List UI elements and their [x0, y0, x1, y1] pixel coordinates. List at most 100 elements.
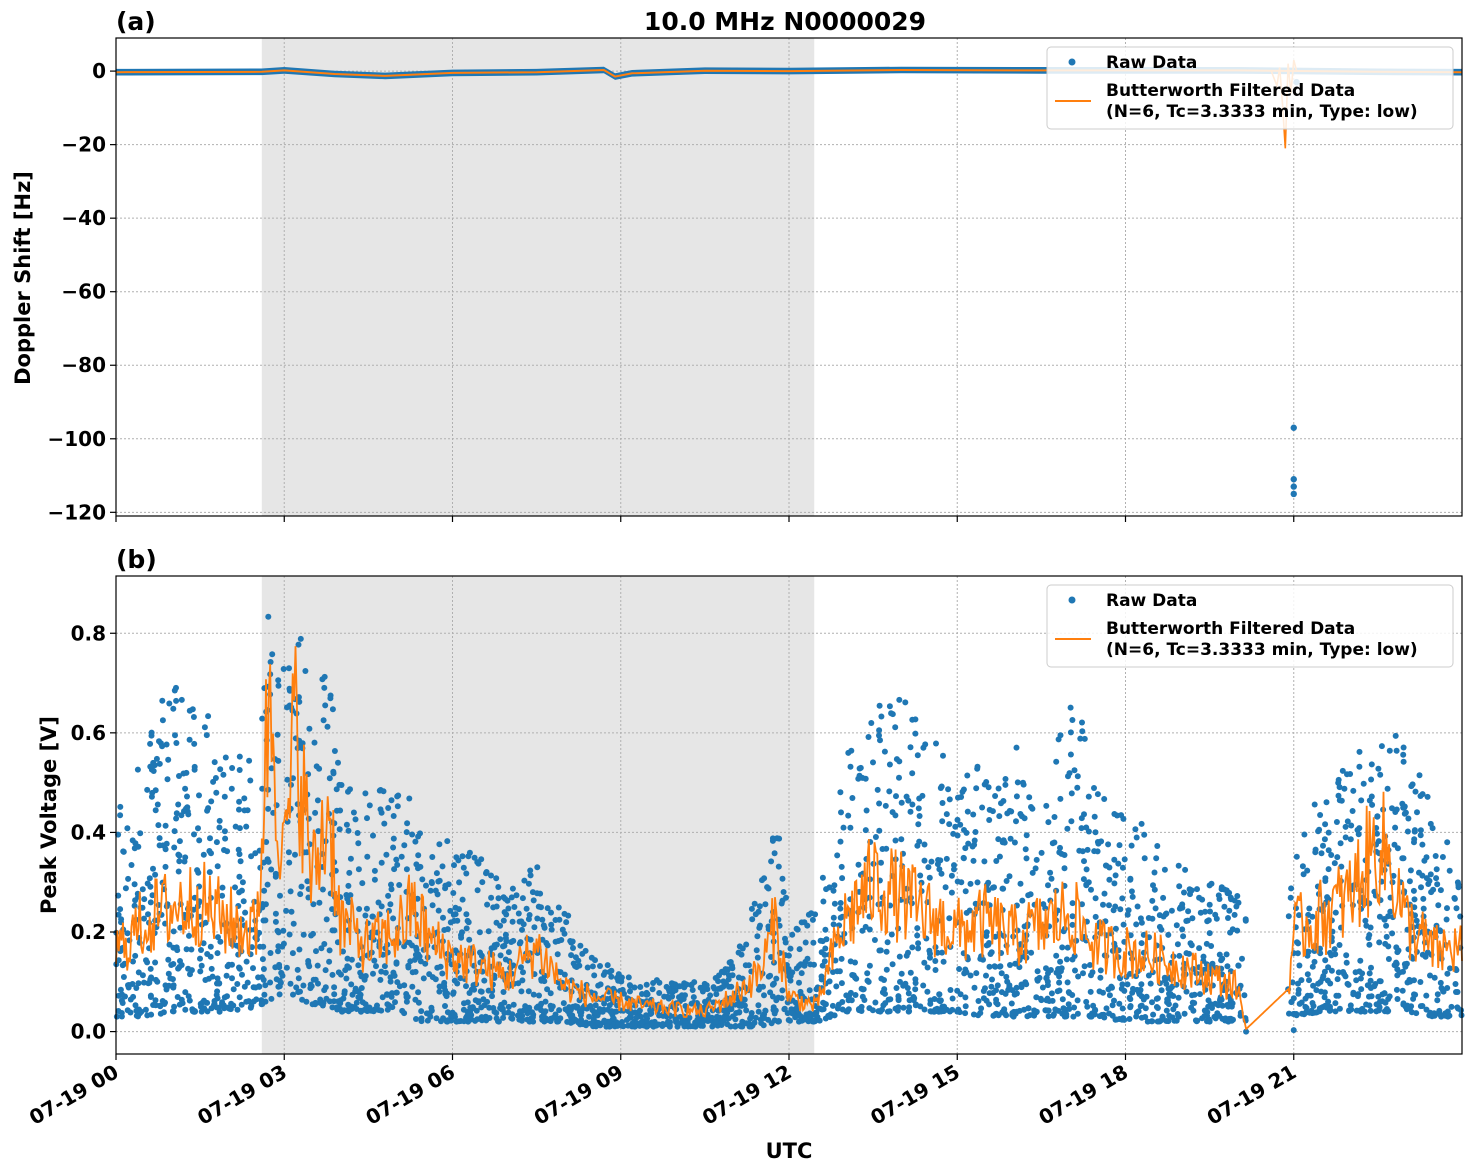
- raw-data-point: [1205, 917, 1212, 924]
- raw-data-point: [434, 964, 441, 971]
- raw-data-point: [344, 955, 351, 962]
- raw-data-point: [236, 767, 243, 773]
- raw-data-point: [775, 863, 782, 870]
- raw-data-point: [362, 912, 369, 919]
- raw-data-point: [1208, 880, 1215, 887]
- raw-data-point: [1384, 1008, 1391, 1015]
- raw-data-point: [1001, 1006, 1008, 1013]
- raw-data-point: [847, 958, 854, 965]
- raw-data-point: [946, 821, 953, 828]
- raw-data-point: [409, 831, 416, 838]
- chart-title: 10.0 MHz N0000029: [644, 7, 926, 36]
- raw-data-point: [895, 993, 902, 1000]
- raw-data-point: [429, 854, 436, 860]
- raw-data-point: [1151, 886, 1158, 893]
- x-tick-label: 07-19 03: [193, 1060, 291, 1130]
- raw-data-point: [519, 895, 526, 902]
- raw-data-point: [1026, 794, 1033, 801]
- raw-data-point: [497, 922, 504, 929]
- raw-data-point: [539, 936, 546, 943]
- raw-data-point: [418, 1015, 425, 1022]
- raw-data-point: [260, 966, 267, 972]
- raw-data-point: [1350, 989, 1357, 996]
- raw-data-point: [1059, 1010, 1066, 1017]
- raw-data-point: [636, 1007, 643, 1014]
- raw-data-point: [863, 807, 870, 814]
- raw-data-point: [409, 969, 416, 976]
- raw-data-point: [916, 813, 923, 819]
- raw-data-point: [985, 887, 992, 893]
- raw-data-point: [1165, 1001, 1172, 1008]
- raw-data-point: [315, 980, 321, 987]
- raw-data-point: [868, 720, 875, 726]
- raw-data-point: [393, 989, 400, 996]
- raw-data-point: [971, 841, 978, 848]
- raw-data-point: [162, 863, 169, 870]
- raw-data-point: [144, 786, 151, 793]
- raw-data-point: [1454, 989, 1461, 995]
- raw-data-point: [601, 1000, 608, 1007]
- raw-data-point: [156, 738, 162, 745]
- raw-data-point: [1120, 921, 1127, 928]
- raw-data-point: [358, 985, 365, 991]
- raw-data-point: [965, 840, 972, 847]
- raw-data-point: [518, 1017, 525, 1024]
- raw-data-point: [1307, 992, 1314, 999]
- raw-data-point: [1225, 915, 1231, 921]
- raw-data-point: [525, 988, 532, 995]
- raw-data-point: [197, 968, 204, 975]
- raw-data-point: [940, 1008, 947, 1015]
- raw-data-point: [796, 979, 802, 986]
- raw-data-point: [173, 944, 180, 951]
- raw-data-point: [743, 1007, 750, 1014]
- raw-data-point: [241, 983, 248, 990]
- raw-data-point: [206, 869, 213, 876]
- raw-data-point: [557, 969, 564, 976]
- raw-data-point: [833, 983, 840, 990]
- raw-data-point: [1087, 988, 1094, 995]
- raw-data-point: [146, 875, 153, 882]
- raw-data-point: [818, 976, 825, 983]
- raw-data-point: [619, 986, 626, 993]
- raw-data-point: [1414, 809, 1420, 816]
- raw-data-point: [1174, 1011, 1181, 1017]
- raw-data-point: [216, 980, 223, 987]
- raw-data-point: [249, 944, 255, 951]
- raw-data-point: [787, 977, 794, 984]
- raw-data-point: [933, 740, 939, 747]
- raw-data-point: [909, 944, 916, 951]
- raw-data-point: [1446, 1012, 1453, 1019]
- raw-data-point: [809, 916, 816, 923]
- raw-data-point: [541, 1018, 548, 1025]
- raw-data-point: [1101, 890, 1108, 897]
- raw-data-point: [1361, 1008, 1368, 1015]
- raw-data-point: [846, 992, 853, 999]
- raw-data-point: [259, 715, 266, 722]
- raw-data-point: [160, 842, 166, 849]
- raw-data-point: [355, 866, 362, 873]
- raw-data-point: [1366, 1002, 1373, 1009]
- raw-data-point: [222, 835, 229, 842]
- raw-data-point: [1344, 771, 1350, 778]
- raw-data-point: [1116, 1000, 1123, 1007]
- raw-data-point: [1375, 765, 1382, 772]
- raw-data-point: [444, 838, 451, 845]
- raw-data-point: [520, 969, 526, 976]
- raw-data-point: [1409, 955, 1416, 962]
- raw-data-point: [1452, 981, 1459, 987]
- raw-data-point: [971, 984, 978, 991]
- raw-data-point: [1084, 1003, 1091, 1010]
- raw-data-point: [900, 982, 907, 989]
- raw-data-point: [1314, 1009, 1320, 1016]
- raw-data-point: [239, 971, 245, 978]
- raw-data-point: [1145, 972, 1152, 979]
- raw-data-point: [943, 811, 950, 818]
- raw-data-point: [1081, 811, 1087, 818]
- raw-data-point: [769, 993, 776, 1000]
- raw-data-point: [1366, 970, 1373, 977]
- raw-data-point: [962, 1010, 969, 1017]
- raw-data-point: [241, 807, 248, 814]
- raw-data-point: [1243, 1028, 1250, 1035]
- raw-data-point: [317, 996, 324, 1003]
- raw-data-point: [1103, 1005, 1110, 1012]
